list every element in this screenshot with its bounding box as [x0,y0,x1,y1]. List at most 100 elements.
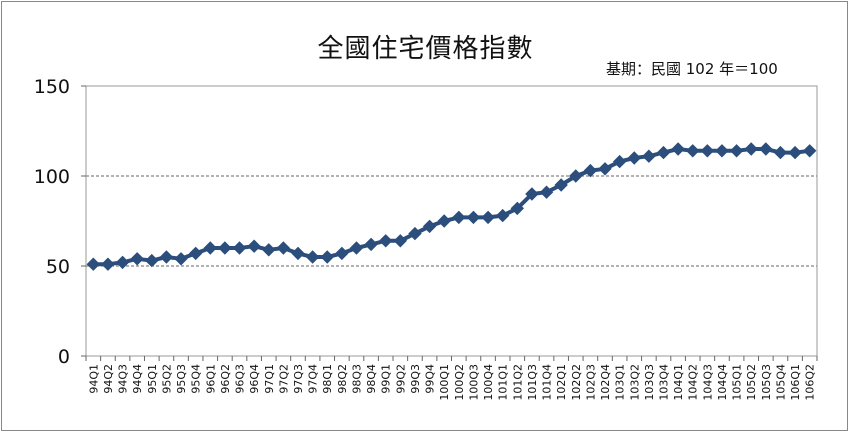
series-points [86,142,817,271]
x-tick-label: 104Q2 [687,364,700,401]
x-tick-label: 98Q2 [336,364,349,394]
x-tick-label: 100Q2 [453,364,466,401]
data-point [203,241,217,255]
data-point [744,142,758,156]
x-tick-label: 98Q3 [350,364,363,394]
data-point [481,210,495,225]
x-tick-label: 96Q4 [248,364,261,394]
x-tick-label: 97Q3 [292,364,305,394]
axes [81,85,818,361]
data-point [539,185,554,199]
data-point [408,226,422,241]
data-point [130,252,144,266]
x-tick-label: 102Q1 [555,364,568,401]
x-tick-label: 97Q1 [263,364,276,394]
x-tick-label: 103Q2 [628,364,641,401]
base-period-note: 基期：民國 102 年＝100 [606,60,778,78]
x-tick-label: 98Q1 [321,364,334,394]
x-tick-label: 96Q2 [219,364,232,394]
x-tick-label: 95Q1 [146,364,159,394]
x-tick-label: 103Q3 [643,364,656,401]
x-tick-labels: 94Q1 94Q2 94Q3 94Q4 95Q1 95Q2 95Q3 95Q4 96Q1 96Q2… [87,364,816,401]
x-tick-label: 94Q3 [117,364,130,394]
data-point [773,145,788,160]
data-point [262,243,276,257]
x-tick-label: 99Q2 [394,364,407,394]
data-point [569,169,583,183]
x-tick-label: 104Q1 [672,364,685,401]
data-point [305,250,320,264]
x-tick-label: 95Q2 [160,364,173,394]
data-point [554,178,568,192]
x-tick-label: 102Q4 [599,364,612,401]
x-tick-label: 106Q2 [804,364,817,401]
data-point [510,201,524,216]
x-tick-label: 100Q1 [438,364,451,401]
x-tick-label: 104Q4 [716,364,729,401]
data-point [583,163,598,178]
data-point [642,149,656,163]
data-point [686,144,700,158]
x-tick-label: 105Q4 [774,364,787,401]
y-tick-label: 0 [58,346,70,368]
x-tick-label: 95Q3 [175,364,188,394]
data-point [788,145,802,160]
x-tick-label: 99Q1 [380,364,393,394]
y-tick-label: 150 [34,76,70,98]
x-tick-label: 106Q1 [789,364,802,401]
data-point [364,237,378,252]
data-point [715,144,729,158]
data-point [218,241,232,255]
data-point [671,142,685,156]
data-point [627,151,641,165]
data-point [466,210,481,225]
data-point [495,208,510,223]
y-tick-label: 100 [34,166,70,188]
data-point [598,162,612,176]
data-point [612,154,627,169]
data-point [656,145,671,160]
data-point [393,234,408,248]
x-tick-label: 102Q2 [570,364,583,401]
x-tick-label: 101Q1 [497,364,510,401]
data-point [159,250,174,264]
data-point [188,246,203,261]
data-point [379,234,393,248]
x-tick-label: 101Q2 [511,364,524,401]
data-point [145,253,159,268]
y-tick-label: 50 [46,256,70,278]
chart-title: 全國住宅價格指數 [317,34,534,64]
x-tick-label: 101Q4 [541,364,554,401]
data-point [802,144,817,158]
data-point [86,257,101,271]
x-tick-label: 104Q3 [701,364,714,401]
data-point [700,144,715,158]
x-tick-label: 103Q4 [657,364,670,401]
x-tick-label: 99Q4 [424,364,437,394]
x-tick-label: 105Q2 [745,364,758,401]
data-point [729,144,744,158]
x-tick-label: 101Q3 [526,364,539,401]
x-tick-label: 94Q2 [102,364,115,394]
y-tick-labels: 0 50 100 150 [34,76,70,368]
data-point [525,187,539,201]
data-point [452,210,466,225]
x-tick-label: 96Q1 [204,364,217,394]
x-tick-label: 98Q4 [365,364,378,394]
data-point [422,219,437,234]
series-line-path [93,147,810,267]
x-tick-label: 102Q3 [584,364,597,401]
x-tick-label: 103Q1 [614,364,627,401]
x-tick-label: 100Q3 [467,364,480,401]
data-point [349,241,364,255]
grid-lines [86,175,817,267]
x-tick-label: 100Q4 [482,364,495,401]
data-point [291,246,305,261]
data-point [276,241,291,255]
data-point [335,246,349,261]
data-point [232,241,247,255]
x-tick-label: 94Q4 [131,364,144,394]
data-point [320,250,334,264]
